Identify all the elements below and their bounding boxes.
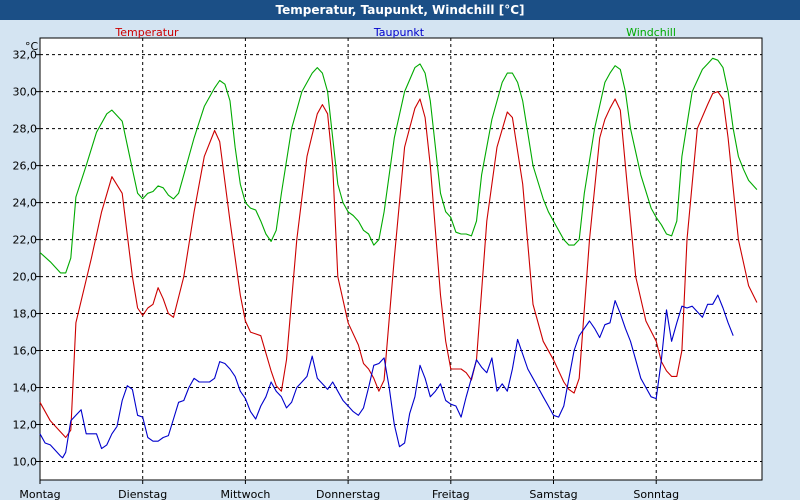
chart-area: 10,0 12,0 14,0 16,0 18,0 20,0 22,0 24,0 26,0 28,0… — [13, 26, 763, 500]
series-line-windchill — [39, 57, 758, 274]
series-line-temperatur — [39, 91, 758, 439]
y-tick-label: 24,0 — [13, 197, 38, 210]
chart-title: Temperatur, Taupunkt, Windchill [°C] — [0, 0, 800, 20]
y-tick-label: 12,0 — [13, 419, 38, 432]
plot-area — [39, 37, 763, 481]
y-tick-label: 10,0 — [13, 456, 38, 469]
x-tick-weekday: Mittwoch — [220, 488, 270, 500]
y-unit-label: °C — [25, 40, 39, 53]
y-axis-ticks: 10,0 12,0 14,0 16,0 18,0 20,0 22,0 24,0 26,0 28,0… — [13, 49, 40, 469]
legend-temperatur: Temperatur — [114, 26, 179, 39]
y-tick-label: 32,0 — [13, 49, 38, 62]
y-tick-label: 20,0 — [13, 271, 38, 284]
y-tick-label: 14,0 — [13, 382, 38, 395]
x-tick-weekday: Samstag — [529, 488, 577, 500]
x-tick-weekday: Donnerstag — [316, 488, 380, 500]
x-tick-weekday: Dienstag — [118, 488, 167, 500]
series-lines — [39, 57, 758, 459]
y-tick-label: 18,0 — [13, 308, 38, 321]
y-tick-label: 30,0 — [13, 86, 38, 99]
x-axis-ticks: Montag04.09.23Dienstag05.09.23Mittwoch06… — [19, 480, 679, 500]
y-tick-label: 26,0 — [13, 160, 38, 173]
x-tick-weekday: Freitag — [432, 488, 470, 500]
y-tick-label: 16,0 — [13, 345, 38, 358]
y-tick-label: 28,0 — [13, 123, 38, 136]
y-tick-label: 22,0 — [13, 234, 38, 247]
legend-windchill: Windchill — [626, 26, 676, 39]
x-tick-weekday: Montag — [19, 488, 60, 500]
x-tick-weekday: Sonntag — [633, 488, 679, 500]
legend-taupunkt: Taupunkt — [373, 26, 425, 39]
series-line-taupunkt — [39, 294, 734, 459]
